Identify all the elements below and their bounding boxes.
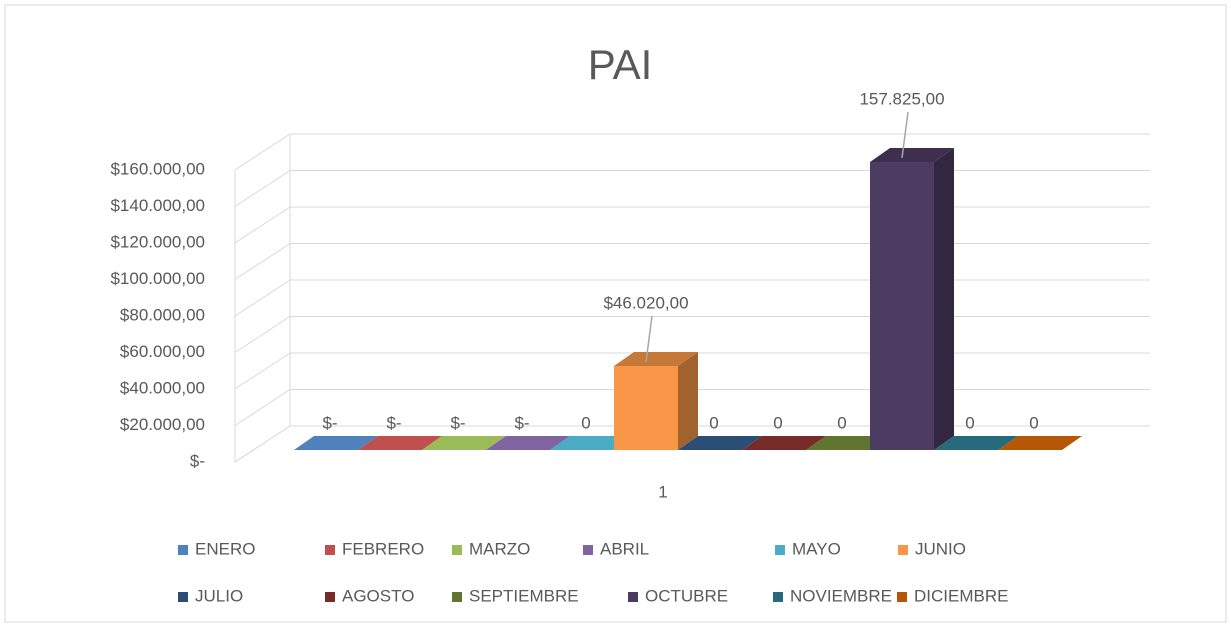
legend-label: JULIO	[195, 586, 243, 605]
y-tick-label: $80.000,00	[120, 305, 205, 324]
chart-frame	[4, 4, 1227, 623]
legend-marker	[583, 545, 593, 555]
legend-label: ABRIL	[600, 539, 649, 558]
bar-side	[678, 352, 698, 450]
data-label: 0	[965, 413, 974, 432]
legend-marker	[775, 545, 785, 555]
legend-label: OCTUBRE	[645, 586, 728, 605]
legend-marker	[452, 592, 462, 602]
y-tick-label: $100.000,00	[110, 269, 205, 288]
legend-label: AGOSTO	[342, 586, 414, 605]
bar-top	[614, 352, 698, 367]
bar	[422, 436, 506, 450]
legend-label: JUNIO	[915, 539, 966, 558]
data-label: 0	[581, 413, 590, 432]
bar	[294, 436, 378, 450]
legend-marker	[325, 545, 335, 555]
data-label: $46.020,00	[603, 293, 688, 312]
data-label: 0	[709, 413, 718, 432]
bar	[742, 436, 826, 450]
legend-label: NOVIEMBRE	[790, 586, 892, 605]
bar	[486, 436, 570, 450]
bar	[550, 436, 634, 450]
bar	[998, 436, 1082, 450]
legend-marker	[628, 592, 638, 602]
data-label: 0	[773, 413, 782, 432]
legend-label: MAYO	[792, 539, 841, 558]
data-label: $-	[450, 413, 465, 432]
wall-edge	[234, 170, 291, 463]
leader-line	[645, 315, 653, 363]
x-tick-label: 1	[658, 482, 667, 501]
bar-top	[870, 147, 954, 162]
data-label: $-	[386, 413, 401, 432]
bar	[678, 436, 762, 450]
legend-marker	[325, 592, 335, 602]
y-tick-label: $140.000,00	[110, 196, 205, 215]
legend-label: DICIEMBRE	[914, 586, 1008, 605]
bar	[870, 161, 934, 451]
data-label: $-	[322, 413, 337, 432]
legend-marker	[452, 545, 462, 555]
y-tick-label: $160.000,00	[110, 159, 205, 178]
data-label: 157.825,00	[859, 89, 944, 108]
legend-marker	[897, 592, 907, 602]
legend-marker	[178, 545, 188, 555]
y-tick-label: $120.000,00	[110, 232, 205, 251]
chart-title: PAI	[588, 41, 653, 88]
y-tick-label: $20.000,00	[120, 415, 205, 434]
data-label: $-	[514, 413, 529, 432]
bar	[614, 366, 678, 450]
legend-marker	[178, 592, 188, 602]
y-tick-label: $40.000,00	[120, 378, 205, 397]
y-tick-label: $-	[190, 451, 205, 470]
bar	[806, 436, 890, 450]
bar	[934, 436, 1018, 450]
legend-marker	[773, 592, 783, 602]
bar-side	[934, 147, 954, 451]
legend-label: MARZO	[469, 539, 530, 558]
data-label: 0	[837, 413, 846, 432]
data-label: 0	[1029, 413, 1038, 432]
bar	[358, 436, 442, 450]
y-tick-label: $60.000,00	[120, 342, 205, 361]
legend-label: SEPTIEMBRE	[469, 586, 579, 605]
legend-label: FEBRERO	[342, 539, 424, 558]
leader-line	[901, 111, 909, 159]
legend-label: ENERO	[195, 539, 255, 558]
legend-marker	[898, 545, 908, 555]
